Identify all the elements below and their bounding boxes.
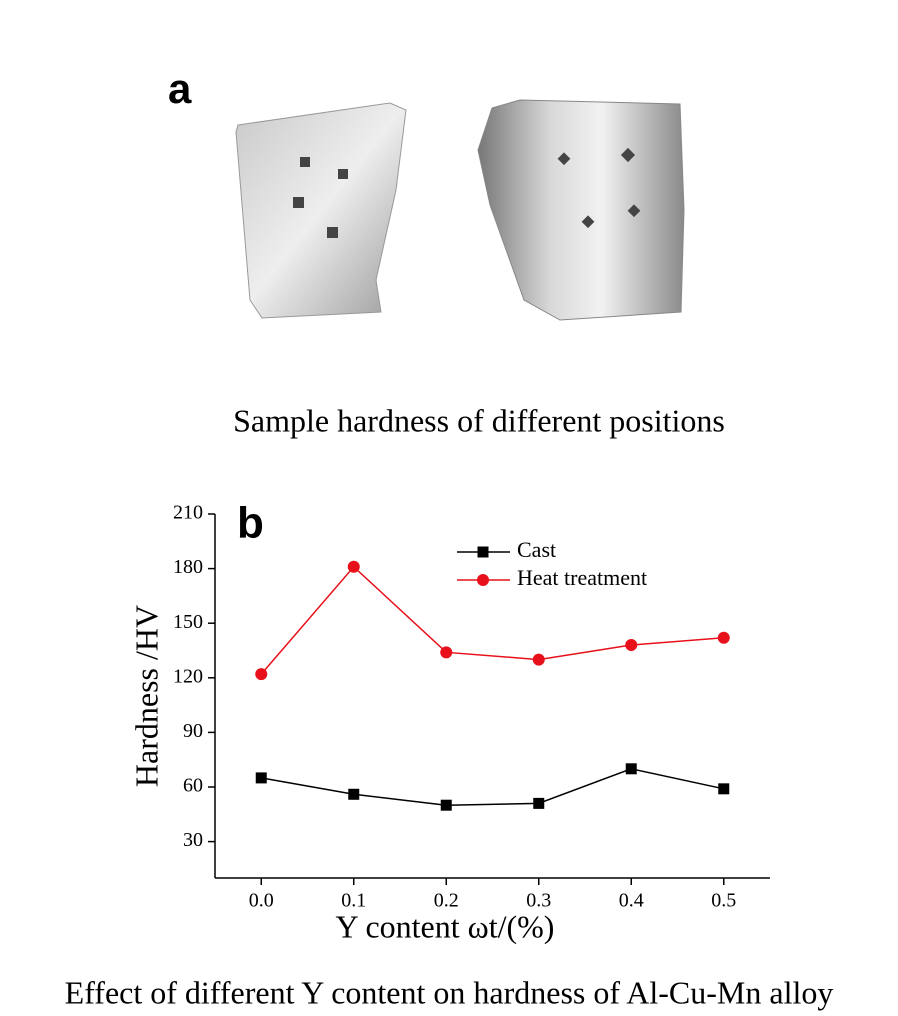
x-tick-label: 0.1 — [341, 890, 366, 912]
y-tick-label: 150 — [173, 611, 203, 633]
data-point — [440, 646, 453, 659]
data-point — [718, 783, 730, 795]
series-line — [260, 565, 724, 675]
series-line — [261, 768, 724, 806]
x-tick-label: 0.2 — [434, 890, 459, 912]
x-tick-label: 0.5 — [711, 890, 736, 912]
data-point — [255, 668, 268, 681]
data-point — [625, 763, 637, 775]
x-axis-label: Y content ωt/(%) — [336, 908, 555, 944]
y-tick-label: 180 — [173, 556, 203, 578]
legend-marker — [477, 574, 489, 586]
data-point — [348, 788, 360, 800]
data-point — [533, 797, 545, 809]
sample-photo — [235, 99, 685, 321]
legend-label: Heat treatment — [517, 565, 647, 590]
y-tick-label: 120 — [173, 665, 203, 687]
data-point — [717, 631, 730, 644]
data-point — [532, 653, 545, 666]
y-tick-label: 90 — [183, 720, 203, 742]
panel-label: b — [237, 499, 264, 548]
data-point — [255, 772, 267, 784]
data-point — [440, 799, 452, 811]
legend-label: Cast — [517, 537, 556, 562]
x-tick-label: 0.0 — [249, 890, 274, 912]
y-axis-label: Hardness /HV — [128, 605, 164, 787]
caption: Effect of different Y content on hardnes… — [65, 974, 834, 1010]
y-tick-label: 60 — [183, 775, 203, 797]
x-tick-label: 0.4 — [619, 890, 644, 912]
x-tick-label: 0.3 — [526, 890, 551, 912]
panel-label: a — [168, 65, 192, 112]
caption: Sample hardness of different positions — [233, 402, 725, 438]
data-point — [347, 560, 360, 573]
y-tick-label: 30 — [183, 829, 203, 851]
y-tick-label: 210 — [173, 502, 203, 524]
legend-marker — [477, 546, 489, 558]
data-point — [625, 639, 638, 652]
